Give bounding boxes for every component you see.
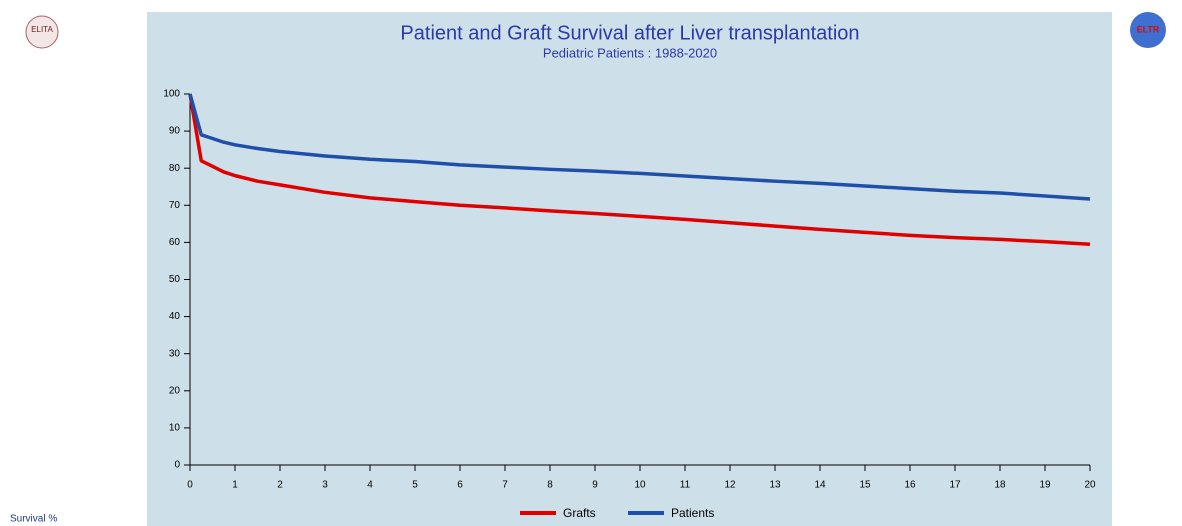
eltr-logo: ELTR — [1130, 12, 1166, 48]
y-tick-label: 70 — [169, 200, 181, 211]
logo-text: ELTR — [1137, 24, 1160, 34]
chart-subtitle: Pediatric Patients : 1988-2020 — [543, 45, 717, 60]
y-tick-label: 10 — [169, 423, 181, 434]
x-tick-label: 6 — [457, 480, 463, 491]
x-tick-label: 18 — [994, 480, 1006, 491]
x-tick-label: 3 — [322, 480, 328, 491]
x-tick-label: 5 — [412, 480, 418, 491]
x-tick-label: 13 — [769, 480, 781, 491]
y-tick-label: 30 — [169, 348, 181, 359]
x-tick-label: 12 — [724, 480, 736, 491]
x-tick-label: 7 — [502, 480, 508, 491]
series-line — [188, 93, 1091, 247]
chart-background — [147, 12, 1112, 526]
x-tick-label: 17 — [949, 480, 961, 491]
x-tick-label: 2 — [277, 480, 283, 491]
y-tick-label: 40 — [169, 311, 181, 322]
y-tick-label: 0 — [174, 460, 180, 471]
logo-shape — [1130, 12, 1166, 48]
x-tick-label: 14 — [814, 480, 826, 491]
x-tick-label: 19 — [1039, 480, 1051, 491]
x-tick-label: 8 — [547, 480, 553, 491]
y-tick-label: 60 — [169, 237, 181, 248]
chart-title: Patient and Graft Survival after Liver t… — [400, 22, 859, 44]
y-axis-label: Survival % — [10, 514, 57, 525]
x-tick-label: 11 — [680, 480, 691, 491]
legend-label: Patients — [671, 506, 714, 520]
y-tick-label: 80 — [169, 163, 181, 174]
x-tick-label: 16 — [904, 480, 916, 491]
x-tick-label: 20 — [1084, 480, 1096, 491]
y-tick-label: 90 — [169, 126, 181, 137]
legend-label: Grafts — [563, 506, 596, 520]
x-tick-label: 1 — [232, 480, 238, 491]
logo-text: ELITA — [31, 25, 53, 34]
logo-shape — [25, 15, 59, 49]
series-line — [188, 93, 1091, 201]
x-tick-label: 10 — [634, 480, 646, 491]
elita-logo: ELITA — [25, 15, 59, 49]
y-tick-label: 20 — [169, 385, 181, 396]
x-tick-label: 0 — [187, 480, 193, 491]
x-tick-label: 15 — [859, 480, 871, 491]
x-tick-label: 9 — [592, 480, 598, 491]
y-tick-label: 50 — [169, 274, 181, 285]
y-tick-label: 100 — [163, 89, 180, 100]
x-tick-label: 4 — [367, 480, 373, 491]
